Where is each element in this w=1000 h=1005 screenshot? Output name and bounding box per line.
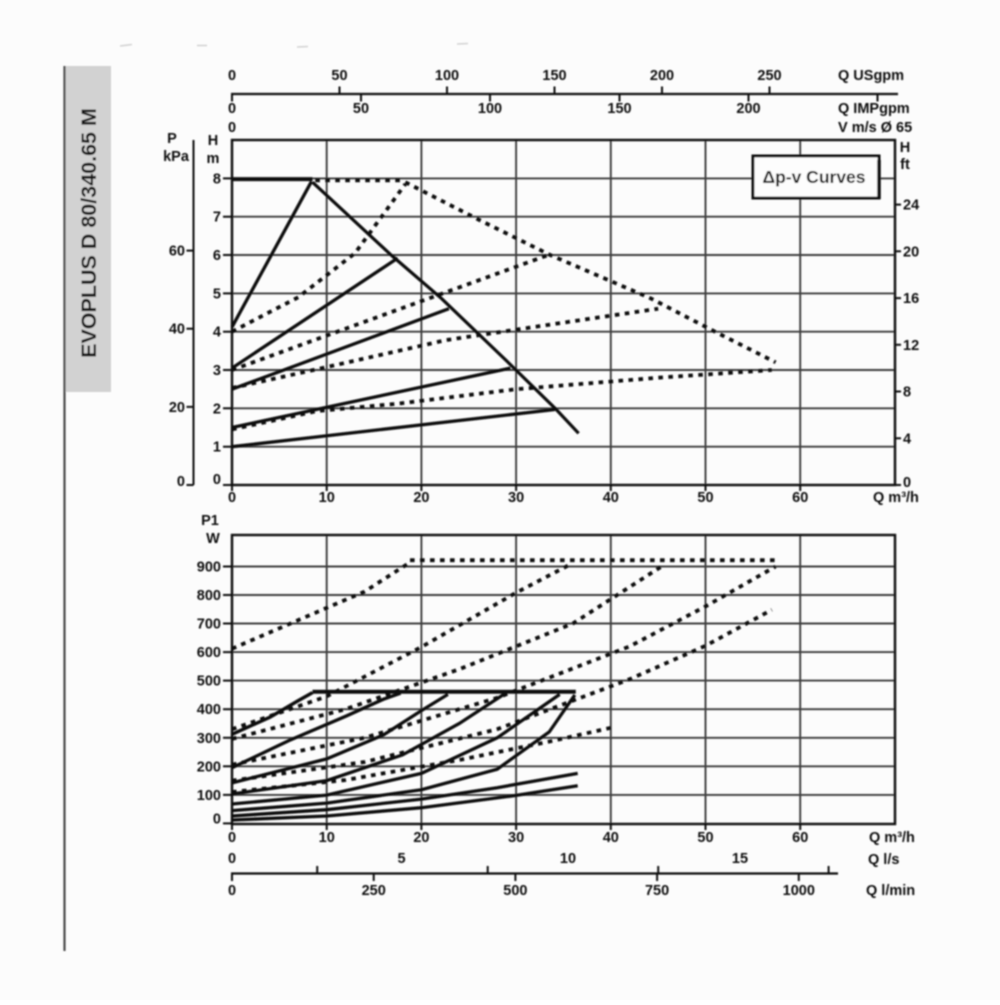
svg-text:100: 100 bbox=[197, 788, 221, 804]
svg-text:40: 40 bbox=[169, 322, 185, 338]
svg-text:H: H bbox=[208, 133, 218, 149]
svg-text:8: 8 bbox=[903, 385, 911, 401]
svg-text:500: 500 bbox=[503, 883, 527, 899]
svg-text:Q l/min: Q l/min bbox=[866, 883, 915, 899]
svg-text:P: P bbox=[167, 131, 177, 147]
svg-text:40: 40 bbox=[603, 490, 619, 506]
svg-text:3: 3 bbox=[213, 363, 221, 379]
svg-text:250: 250 bbox=[362, 883, 386, 899]
svg-text:Q m³/h: Q m³/h bbox=[869, 830, 915, 846]
svg-text:Q l/s: Q l/s bbox=[868, 852, 899, 868]
svg-text:50: 50 bbox=[697, 490, 713, 506]
svg-text:30: 30 bbox=[508, 490, 524, 506]
svg-text:20: 20 bbox=[169, 400, 185, 416]
svg-text:500: 500 bbox=[197, 674, 221, 690]
svg-text:H: H bbox=[900, 140, 910, 156]
svg-text:60: 60 bbox=[792, 490, 808, 506]
svg-text:Q m³/h: Q m³/h bbox=[873, 490, 919, 506]
svg-text:400: 400 bbox=[197, 702, 221, 718]
svg-text:60: 60 bbox=[792, 830, 808, 846]
svg-text:2: 2 bbox=[213, 401, 221, 417]
svg-text:100: 100 bbox=[478, 101, 502, 117]
svg-text:800: 800 bbox=[197, 588, 221, 604]
svg-text:0: 0 bbox=[228, 101, 236, 117]
svg-text:10: 10 bbox=[319, 490, 335, 506]
svg-text:20: 20 bbox=[413, 830, 429, 846]
svg-text:24: 24 bbox=[903, 198, 919, 214]
svg-text:150: 150 bbox=[607, 101, 631, 117]
svg-text:250: 250 bbox=[757, 68, 781, 84]
svg-text:300: 300 bbox=[197, 731, 221, 747]
svg-text:200: 200 bbox=[197, 759, 221, 775]
svg-text:100: 100 bbox=[435, 68, 459, 84]
svg-text:4: 4 bbox=[903, 431, 911, 447]
svg-text:0: 0 bbox=[177, 474, 185, 490]
svg-text:0: 0 bbox=[228, 120, 236, 136]
svg-text:7: 7 bbox=[213, 210, 221, 226]
svg-text:0: 0 bbox=[213, 472, 221, 488]
svg-text:1000: 1000 bbox=[783, 883, 815, 899]
svg-text:P1: P1 bbox=[201, 513, 219, 529]
svg-text:16: 16 bbox=[903, 291, 919, 307]
svg-text:50: 50 bbox=[331, 68, 347, 84]
svg-text:30: 30 bbox=[508, 830, 524, 846]
svg-text:20: 20 bbox=[413, 490, 429, 506]
svg-text:4: 4 bbox=[213, 325, 221, 341]
svg-text:0: 0 bbox=[903, 475, 911, 491]
svg-text:6: 6 bbox=[213, 248, 221, 264]
svg-text:40: 40 bbox=[603, 830, 619, 846]
svg-text:150: 150 bbox=[542, 68, 566, 84]
svg-text:10: 10 bbox=[319, 830, 335, 846]
svg-text:50: 50 bbox=[697, 830, 713, 846]
svg-text:5: 5 bbox=[213, 286, 221, 302]
svg-text:200: 200 bbox=[650, 68, 674, 84]
svg-text:50: 50 bbox=[353, 101, 369, 117]
svg-text:EVOPLUS D 80/340.65 M: EVOPLUS D 80/340.65 M bbox=[77, 108, 101, 358]
svg-text:0: 0 bbox=[228, 851, 236, 867]
svg-text:0: 0 bbox=[228, 830, 236, 846]
svg-text:900: 900 bbox=[197, 560, 221, 576]
svg-text:Δp-v Curves: Δp-v Curves bbox=[762, 167, 865, 187]
svg-text:0: 0 bbox=[228, 68, 236, 84]
svg-text:8: 8 bbox=[213, 171, 221, 187]
svg-text:1: 1 bbox=[213, 440, 221, 456]
svg-text:Q USgpm: Q USgpm bbox=[838, 68, 904, 84]
svg-text:700: 700 bbox=[197, 617, 221, 633]
svg-text:kPa: kPa bbox=[163, 149, 190, 165]
svg-text:Q IMPgpm: Q IMPgpm bbox=[838, 101, 910, 117]
svg-text:600: 600 bbox=[197, 645, 221, 661]
svg-text:5: 5 bbox=[397, 851, 405, 867]
svg-text:V m/s Ø 65: V m/s Ø 65 bbox=[838, 120, 912, 136]
svg-text:m: m bbox=[207, 151, 220, 167]
svg-text:60: 60 bbox=[169, 244, 185, 260]
svg-text:12: 12 bbox=[903, 338, 919, 354]
svg-text:20: 20 bbox=[903, 244, 919, 260]
svg-text:15: 15 bbox=[732, 851, 748, 867]
svg-text:0: 0 bbox=[213, 811, 221, 827]
svg-text:ft: ft bbox=[900, 157, 910, 173]
svg-text:10: 10 bbox=[560, 851, 576, 867]
svg-text:750: 750 bbox=[645, 883, 669, 899]
svg-text:W: W bbox=[206, 531, 220, 547]
svg-text:200: 200 bbox=[736, 101, 760, 117]
svg-text:0: 0 bbox=[228, 490, 236, 506]
svg-text:0: 0 bbox=[228, 883, 236, 899]
